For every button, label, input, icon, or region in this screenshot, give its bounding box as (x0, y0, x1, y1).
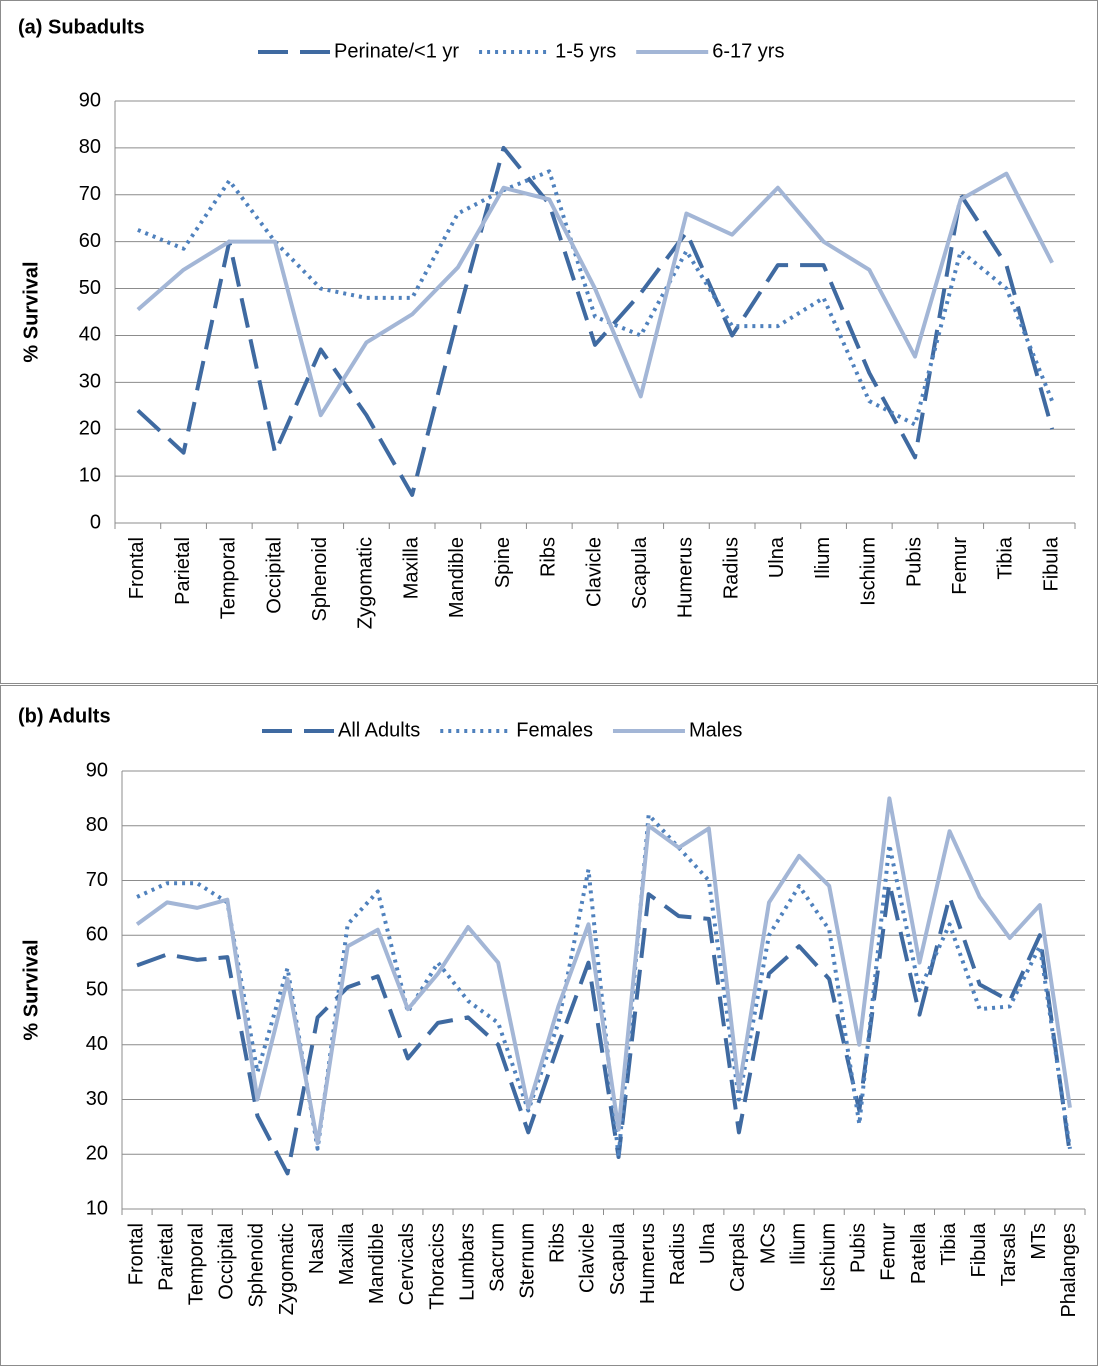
y-tick-label: 30 (86, 1088, 108, 1110)
series-line (136, 145, 1055, 497)
series-line (137, 169, 1054, 427)
x-tick-label: Scapula (629, 536, 651, 609)
x-tick-label: Maxilla (400, 536, 422, 599)
y-tick-label: 20 (86, 1143, 108, 1165)
x-tick-label: Zygomatic (276, 1223, 298, 1315)
x-tick-label: Sternum (517, 1223, 539, 1299)
x-tick-label: Tarsals (998, 1223, 1020, 1286)
x-tick-label: Ilium (812, 537, 834, 579)
x-tick-label: Fibula (1040, 536, 1062, 591)
x-tick-label: Frontal (125, 1223, 147, 1285)
legend-label: Males (689, 719, 742, 741)
x-tick-label: Clavicle (577, 1223, 599, 1293)
x-tick-label: Occipital (263, 537, 285, 614)
legend-label: 6-17 yrs (712, 40, 784, 62)
x-tick-label: Nasal (306, 1223, 328, 1274)
x-tick-label: Carpals (727, 1223, 749, 1292)
y-axis-label: % Survival (20, 939, 42, 1040)
x-tick-label: Ribs (547, 1223, 569, 1263)
x-tick-label: Sacrum (486, 1223, 508, 1292)
chart-title: (a) Subadults (18, 16, 145, 38)
x-tick-label: Scapula (607, 1222, 629, 1295)
legend-label: 1-5 yrs (555, 40, 616, 62)
x-tick-label: Femur (949, 537, 971, 595)
x-tick-label: MTs (1028, 1223, 1050, 1260)
x-tick-label: Femur (878, 1223, 900, 1281)
x-tick-label: Clavicle (583, 537, 605, 607)
y-tick-label: 80 (86, 814, 108, 836)
x-tick-label: Maxilla (336, 1222, 358, 1285)
y-tick-label: 60 (79, 230, 101, 252)
x-tick-label: Zygomatic (355, 537, 377, 629)
x-tick-label: Pubis (903, 537, 925, 587)
x-tick-label: Ilium (787, 1223, 809, 1265)
legend-label: All Adults (338, 719, 420, 741)
legend-label: Perinate/<1 yr (334, 40, 459, 62)
x-tick-label: Radius (667, 1223, 689, 1285)
x-tick-label: Phalanges (1058, 1223, 1080, 1318)
x-tick-label: Ischium (858, 537, 880, 606)
x-tick-label: Patella (908, 1222, 930, 1284)
y-axis-label: % Survival (20, 261, 42, 362)
panel-frame (0, 0, 1098, 684)
y-tick-label: 10 (86, 1197, 108, 1219)
x-tick-label: Lumbars (456, 1223, 478, 1301)
x-tick-label: Humerus (675, 537, 697, 618)
y-tick-label: 70 (79, 183, 101, 205)
x-tick-label: Thoracics (426, 1223, 448, 1310)
x-tick-label: Humerus (637, 1223, 659, 1304)
y-tick-label: 90 (86, 759, 108, 781)
x-tick-label: Radius (720, 537, 742, 599)
x-tick-label: Sphenoid (309, 537, 331, 622)
x-tick-label: Frontal (126, 537, 148, 599)
y-tick-label: 20 (79, 418, 101, 440)
x-tick-label: MCs (757, 1223, 779, 1264)
y-tick-label: 40 (79, 324, 101, 346)
x-tick-label: Mandible (366, 1223, 388, 1304)
x-tick-label: Cervicals (396, 1223, 418, 1305)
x-tick-label: Occipital (216, 1223, 238, 1300)
x-tick-label: Temporal (218, 537, 240, 619)
x-tick-label: Pubis (848, 1223, 870, 1273)
y-tick-label: 50 (79, 277, 101, 299)
x-tick-label: Ulna (766, 536, 788, 578)
x-tick-label: Mandible (446, 537, 468, 618)
x-tick-label: Fibula (968, 1222, 990, 1277)
series-line (136, 881, 1072, 1176)
x-tick-label: Parietal (155, 1223, 177, 1291)
y-tick-label: 70 (86, 869, 108, 891)
x-tick-label: Temporal (186, 1223, 208, 1305)
x-tick-label: Sphenoid (246, 1223, 268, 1308)
y-tick-label: 60 (86, 924, 108, 946)
x-tick-label: Spine (492, 537, 514, 588)
legend-label: Females (516, 719, 593, 741)
y-tick-label: 80 (79, 136, 101, 158)
y-tick-label: 0 (90, 511, 101, 533)
y-tick-label: 90 (79, 89, 101, 111)
x-tick-label: Ulna (697, 1222, 719, 1264)
x-tick-label: Parietal (172, 537, 194, 605)
series-line (135, 796, 1072, 1146)
x-tick-label: Tibia (938, 1222, 960, 1265)
y-tick-label: 50 (86, 978, 108, 1000)
y-tick-label: 40 (86, 1033, 108, 1055)
panel-frame (0, 685, 1098, 1366)
y-tick-label: 10 (79, 464, 101, 486)
series-line (136, 812, 1072, 1159)
x-tick-label: Ribs (538, 537, 560, 577)
y-tick-label: 30 (79, 371, 101, 393)
x-tick-label: Tibia (995, 536, 1017, 579)
chart-title: (b) Adults (18, 705, 111, 727)
x-tick-label: Ischium (817, 1223, 839, 1292)
series-line (136, 171, 1054, 418)
